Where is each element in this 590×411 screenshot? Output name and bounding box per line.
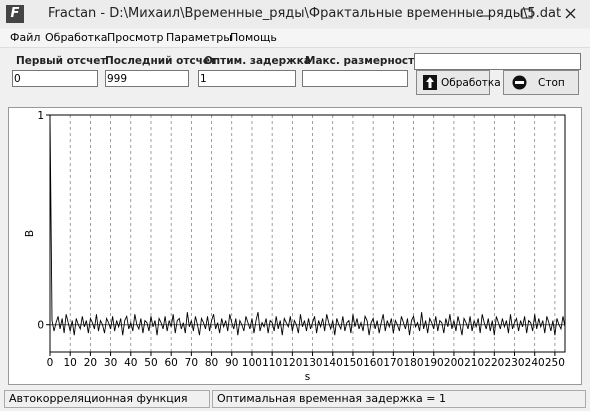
text-input[interactable]	[414, 53, 581, 70]
x-tick-label: 140	[323, 357, 343, 369]
x-tick-label: 210	[464, 357, 484, 369]
status-panel: Оптимальная временная задержка = 1	[212, 390, 586, 408]
x-tick-label: 120	[282, 357, 302, 369]
app-icon: F	[6, 5, 24, 23]
menu-item[interactable]: Обработка	[45, 31, 108, 44]
stop-button[interactable]: Стоп	[503, 70, 579, 95]
x-tick-label: 90	[225, 357, 238, 369]
x-tick-label: 200	[444, 357, 464, 369]
field-label: Макс. размерность	[305, 55, 421, 67]
menu-item[interactable]: Параметры	[166, 31, 232, 44]
text-input[interactable]: 999	[105, 70, 189, 87]
x-tick-label: 10	[64, 357, 77, 369]
process-button[interactable]: Обработка	[416, 70, 501, 95]
x-tick-label: 160	[363, 357, 383, 369]
y-axis-label: В	[24, 230, 36, 237]
data-line	[49, 114, 566, 336]
window-title: Fractan - D:\Михаил\Временные_ряды\Фракт…	[48, 6, 562, 21]
plot-frame	[49, 114, 566, 353]
x-tick-label: 150	[343, 357, 363, 369]
x-tick-label: 60	[164, 357, 177, 369]
button-label: Стоп	[538, 77, 565, 89]
x-tick-label: 220	[484, 357, 504, 369]
button-icon	[512, 75, 527, 90]
menu-item[interactable]: Просмотр	[107, 31, 164, 44]
text-input[interactable]: 1	[198, 70, 296, 87]
chart: 0 10 20 30 40 50 60 70 80 90 100 110 120 130 140 150 160…	[24, 110, 566, 383]
x-tick-label: 130	[303, 357, 323, 369]
button-icon	[423, 75, 437, 90]
menu-item[interactable]: Помощь	[230, 31, 277, 44]
title-bar: F Fractan - D:\Михаил\Временные_ряды\Фра…	[0, 0, 590, 28]
x-tick-label: 170	[383, 357, 403, 369]
status-panel: Автокорреляционная функция	[4, 390, 210, 408]
x-tick-label: 40	[124, 357, 137, 369]
x-tick-label: 190	[424, 357, 444, 369]
x-tick-label: 110	[262, 357, 282, 369]
x-tick-label: 180	[404, 357, 424, 369]
x-tick-label: 50	[144, 357, 157, 369]
close[interactable]	[565, 8, 576, 19]
plot-panel	[8, 107, 582, 385]
window-controls[interactable]	[470, 4, 585, 24]
x-tick-label: 230	[504, 357, 524, 369]
menu-bar: Файл Обработка Просмотр Параметры Помощь	[0, 29, 590, 48]
button-label: Обработка	[441, 77, 501, 89]
x-tick-label: 0	[47, 357, 54, 369]
y-tick-label: 0	[37, 320, 44, 332]
x-tick-label: 70	[185, 357, 198, 369]
x-tick-label: 240	[525, 357, 545, 369]
y-tick-label: 1	[37, 110, 44, 122]
x-tick-label: 100	[242, 357, 262, 369]
x-axis-label: s	[305, 371, 310, 383]
text-input[interactable]	[302, 70, 408, 87]
field-label: Первый отсчет	[16, 55, 107, 67]
x-tick-label: 250	[545, 357, 565, 369]
text-input[interactable]: 0	[12, 70, 98, 87]
maximize[interactable]	[521, 8, 533, 19]
menu-item[interactable]: Файл	[10, 31, 41, 44]
x-tick-label: 20	[84, 357, 97, 369]
field-label: Последний отсчет	[105, 55, 217, 67]
x-tick-label: 30	[104, 357, 117, 369]
x-tick-label: 80	[205, 357, 218, 369]
field-label: Оптим. задержка	[204, 55, 311, 67]
